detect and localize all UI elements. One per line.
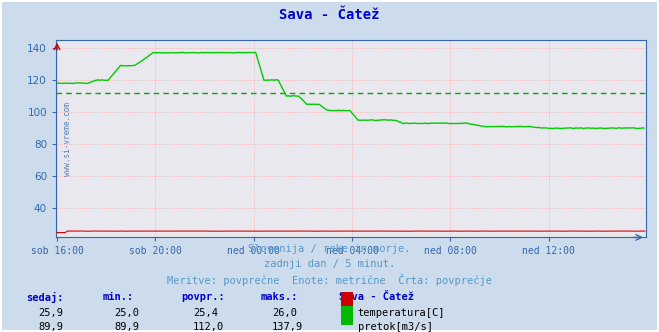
- Text: Meritve: povprečne  Enote: metrične  Črta: povprečje: Meritve: povprečne Enote: metrične Črta:…: [167, 274, 492, 286]
- Text: maks.:: maks.:: [260, 292, 298, 302]
- Text: Sava - Čatež: Sava - Čatež: [339, 292, 415, 302]
- Text: zadnji dan / 5 minut.: zadnji dan / 5 minut.: [264, 259, 395, 269]
- Text: 89,9: 89,9: [114, 322, 139, 332]
- Text: pretok[m3/s]: pretok[m3/s]: [358, 322, 433, 332]
- Text: sedaj:: sedaj:: [26, 292, 64, 303]
- Text: 112,0: 112,0: [193, 322, 224, 332]
- Text: 25,9: 25,9: [38, 308, 63, 318]
- Text: min.:: min.:: [102, 292, 133, 302]
- Text: 25,0: 25,0: [114, 308, 139, 318]
- Text: www.si-vreme.com: www.si-vreme.com: [63, 102, 72, 176]
- Text: 25,4: 25,4: [193, 308, 218, 318]
- Text: Sava - Čatež: Sava - Čatež: [279, 8, 380, 22]
- Text: Slovenija / reke in morje.: Slovenija / reke in morje.: [248, 244, 411, 254]
- Text: temperatura[C]: temperatura[C]: [358, 308, 445, 318]
- Text: povpr.:: povpr.:: [181, 292, 225, 302]
- Text: 26,0: 26,0: [272, 308, 297, 318]
- Text: 89,9: 89,9: [38, 322, 63, 332]
- Text: 137,9: 137,9: [272, 322, 303, 332]
